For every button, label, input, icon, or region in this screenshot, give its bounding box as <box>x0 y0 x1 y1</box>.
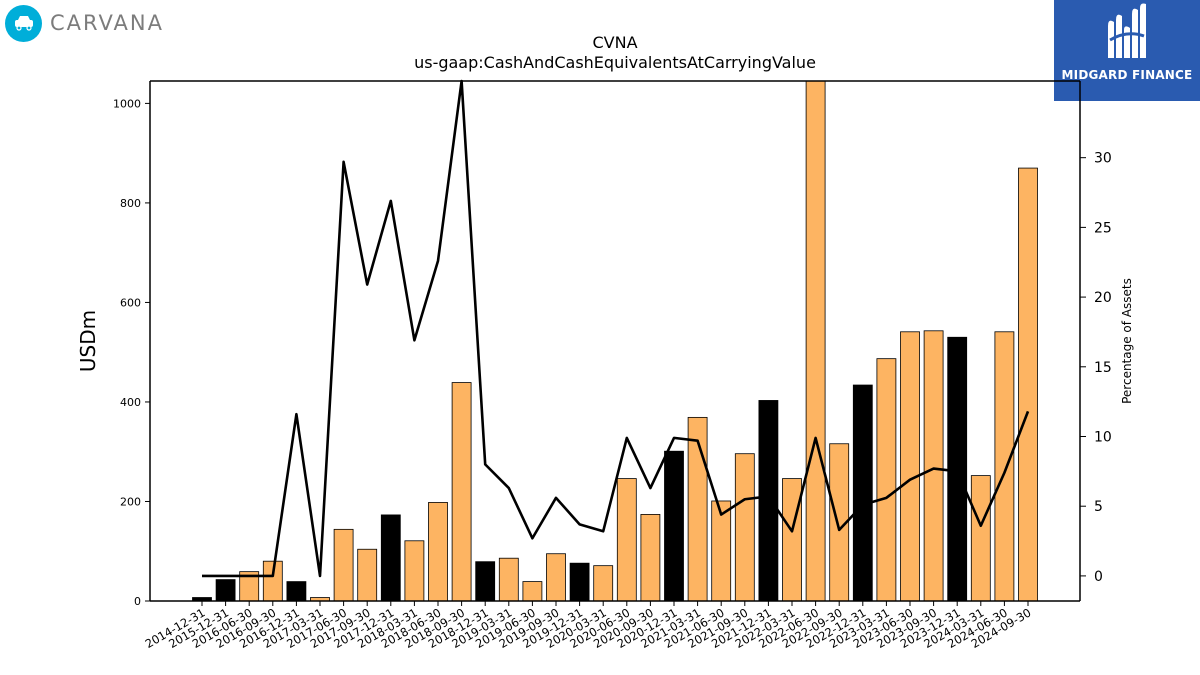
y-tick-label: 800 <box>120 197 141 210</box>
bar <box>546 553 566 602</box>
midgard-finance-watermark: MIDGARD FINANCE <box>1054 0 1200 101</box>
y2-axis-label: Percentage of Assets <box>1120 278 1134 404</box>
bar <box>923 330 944 602</box>
bar <box>994 331 1015 602</box>
bar <box>215 579 236 602</box>
y2-tick-label: 5 <box>1094 499 1103 515</box>
bar <box>498 557 519 602</box>
y2-tick-label: 15 <box>1094 360 1112 376</box>
bar <box>475 561 496 602</box>
y2-tick-label: 0 <box>1094 569 1103 585</box>
y-axis-label: USDm <box>76 310 100 372</box>
bar <box>380 514 401 602</box>
bar <box>640 514 661 602</box>
y-tick-label: 0 <box>134 595 141 608</box>
bar <box>569 562 590 602</box>
bar <box>333 528 354 602</box>
y-tick-label: 1000 <box>113 97 141 110</box>
y-tick-label: 600 <box>120 296 141 309</box>
bar <box>522 581 543 602</box>
y-tick-label: 400 <box>120 396 141 409</box>
bar <box>664 450 684 602</box>
bar <box>357 548 378 602</box>
car-icon <box>5 4 42 42</box>
bar <box>876 358 897 602</box>
bar <box>286 581 307 602</box>
y-tick-label: 200 <box>120 495 141 508</box>
y2-tick-label: 20 <box>1094 290 1112 306</box>
bar <box>404 540 425 602</box>
percentage-line <box>202 79 1030 578</box>
watermark-text: MIDGARD FINANCE <box>1061 68 1193 82</box>
y2-tick-label: 25 <box>1094 220 1112 236</box>
brand-name: CARVANA <box>50 11 164 35</box>
bar <box>782 478 802 602</box>
y2-tick-label: 30 <box>1094 151 1112 167</box>
bar <box>852 384 873 602</box>
bar <box>970 475 991 602</box>
bar <box>805 80 826 602</box>
bar <box>593 565 614 602</box>
bar <box>1018 167 1038 602</box>
bar <box>900 331 920 602</box>
carvana-logo: CARVANA <box>5 4 164 42</box>
midgard-logo-icon <box>1108 3 1146 59</box>
y2-tick-label: 10 <box>1094 429 1112 445</box>
bar <box>616 478 637 602</box>
bar <box>428 502 448 602</box>
bar <box>947 336 968 602</box>
bar <box>711 500 732 602</box>
chart-subtitle: us-gaap:CashAndCashEquivalentsAtCarrying… <box>414 53 816 72</box>
chart-title: CVNA <box>592 33 637 52</box>
bar <box>451 382 472 602</box>
bar <box>758 400 779 602</box>
bar <box>734 453 755 602</box>
